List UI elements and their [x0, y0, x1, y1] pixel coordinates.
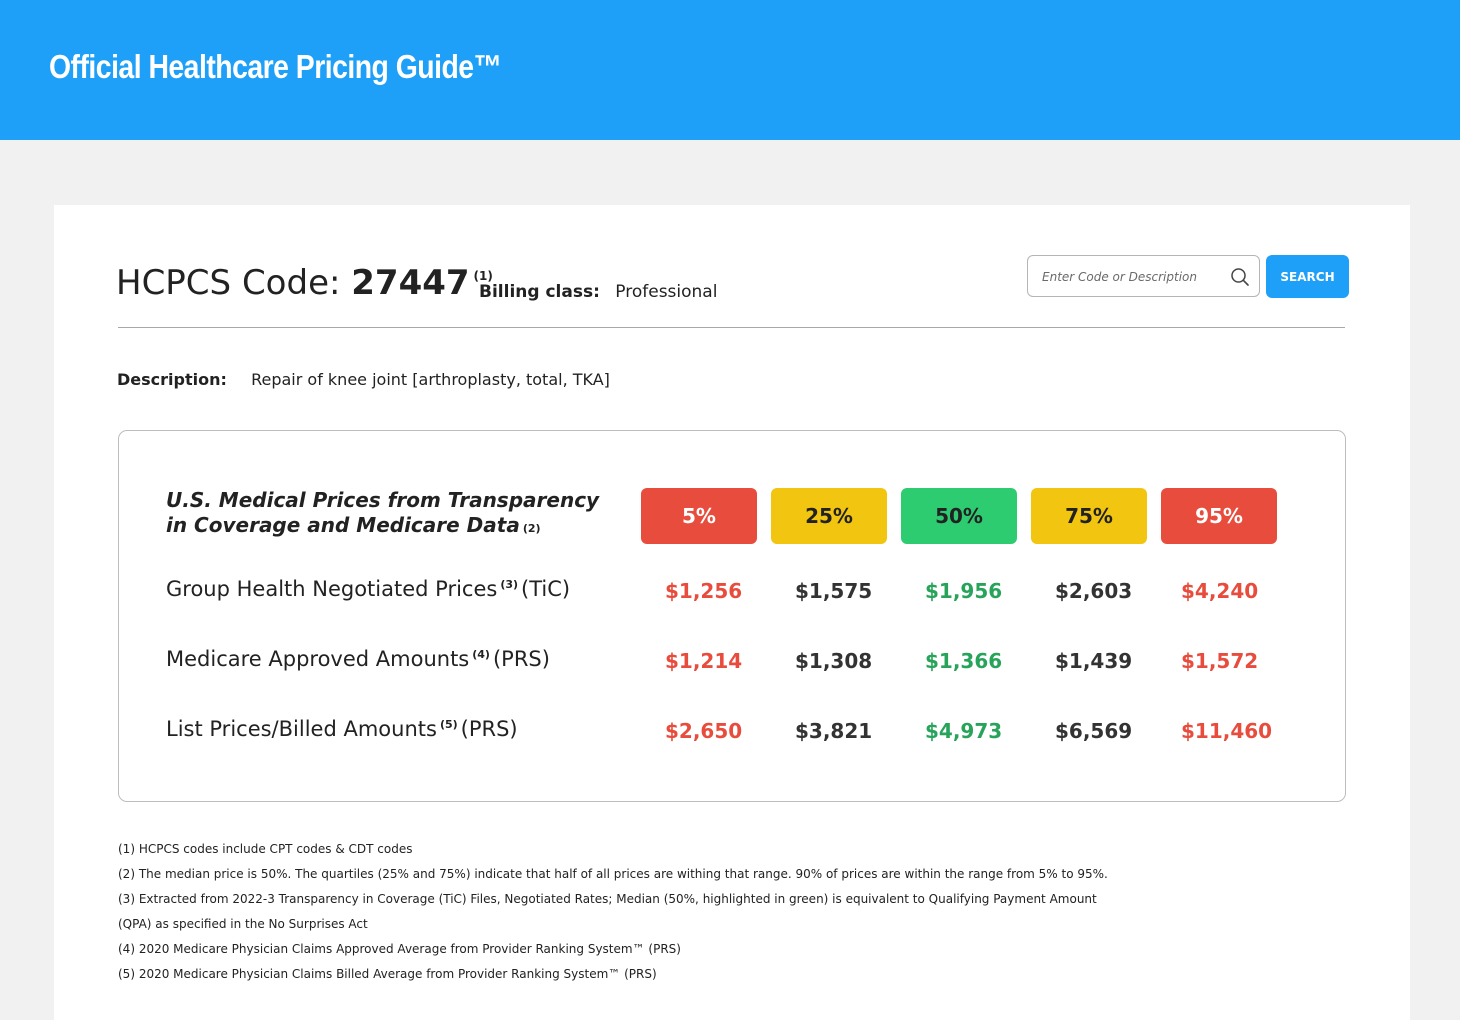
code-value: 27447 — [351, 263, 470, 303]
percentile-label: 75% — [1065, 504, 1113, 528]
description: Description: Repair of knee joint [arthr… — [117, 370, 610, 389]
price-cell: $4,973 — [925, 719, 1003, 743]
row-label-tic: Group Health Negotiated Prices (3) (TiC) — [166, 577, 570, 601]
search-button[interactable]: SEARCH — [1266, 255, 1349, 298]
code-heading: HCPCS Code: 27447 (1) — [116, 263, 493, 303]
row-label-text: Group Health Negotiated Prices — [166, 577, 498, 601]
price-cell: $1,439 — [1055, 649, 1133, 673]
percentile-badge-5: 5% — [641, 488, 757, 544]
search-icon[interactable] — [1230, 267, 1250, 287]
price-cell: $2,650 — [665, 719, 743, 743]
row-label-text: List Prices/Billed Amounts — [166, 717, 437, 741]
percentile-badge-95: 95% — [1161, 488, 1277, 544]
billing-class: Billing class: Professional — [479, 282, 717, 302]
billing-class-label: Billing class: — [479, 282, 600, 302]
price-cell: $1,214 — [665, 649, 743, 673]
search-field[interactable] — [1027, 255, 1260, 297]
price-cell: $1,308 — [795, 649, 873, 673]
billing-class-value: Professional — [615, 282, 718, 302]
price-cell: $2,603 — [1055, 579, 1133, 603]
code-footnote: (1) — [473, 269, 493, 283]
price-cell: $1,956 — [925, 579, 1003, 603]
percentile-badge-50: 50% — [901, 488, 1017, 544]
row-source: (TiC) — [521, 577, 571, 601]
price-cell: $1,366 — [925, 649, 1003, 673]
row-label-list-prices: List Prices/Billed Amounts (5) (PRS) — [166, 717, 518, 741]
price-table-title-footnote: (2) — [522, 522, 541, 535]
footnote: (5) 2020 Medicare Physician Claims Bille… — [118, 967, 657, 981]
price-cell: $11,460 — [1181, 719, 1273, 743]
price-table: U.S. Medical Prices from Transparency in… — [118, 430, 1346, 802]
percentile-label: 50% — [935, 504, 983, 528]
price-table-title: U.S. Medical Prices from Transparency in… — [166, 488, 626, 541]
search-input[interactable] — [1040, 266, 1224, 288]
row-footnote: (3) — [500, 578, 519, 591]
footnotes: (1) HCPCS codes include CPT codes & CDT … — [118, 837, 1118, 987]
row-footnote: (4) — [472, 648, 490, 661]
price-cell: $1,572 — [1181, 649, 1259, 673]
percentile-label: 5% — [682, 504, 716, 528]
footnote: (2) The median price is 50%. The quartil… — [118, 867, 1108, 881]
divider — [118, 327, 1345, 328]
description-label: Description: — [117, 370, 227, 389]
row-label-text: Medicare Approved Amounts — [166, 647, 470, 671]
description-value: Repair of knee joint [arthroplasty, tota… — [251, 370, 610, 389]
footnote: (4) 2020 Medicare Physician Claims Appro… — [118, 942, 681, 956]
row-footnote: (5) — [439, 718, 458, 731]
price-cell: $1,256 — [665, 579, 743, 603]
price-table-title-text: U.S. Medical Prices from Transparency in… — [166, 488, 600, 537]
footnote: (3) Extracted from 2022-3 Transparency i… — [118, 892, 1097, 931]
site-title: Official Healthcare Pricing Guide™ — [49, 48, 502, 85]
code-detail-card: HCPCS Code: 27447 (1) Billing class: Prof… — [54, 205, 1410, 1020]
code-label: HCPCS Code: — [116, 263, 341, 303]
percentile-label: 95% — [1195, 504, 1243, 528]
row-label-medicare-approved: Medicare Approved Amounts (4) (PRS) — [166, 647, 550, 671]
price-cell: $3,821 — [795, 719, 873, 743]
price-cell: $4,240 — [1181, 579, 1259, 603]
footnote: (1) HCPCS codes include CPT codes & CDT … — [118, 842, 413, 856]
percentile-label: 25% — [805, 504, 853, 528]
price-cell: $1,575 — [795, 579, 873, 603]
price-cell: $6,569 — [1055, 719, 1133, 743]
row-source: (PRS) — [492, 647, 550, 671]
header-bar: Official Healthcare Pricing Guide™ — [0, 0, 1460, 140]
row-source: (PRS) — [460, 717, 518, 741]
percentile-badge-25: 25% — [771, 488, 887, 544]
percentile-badge-75: 75% — [1031, 488, 1147, 544]
